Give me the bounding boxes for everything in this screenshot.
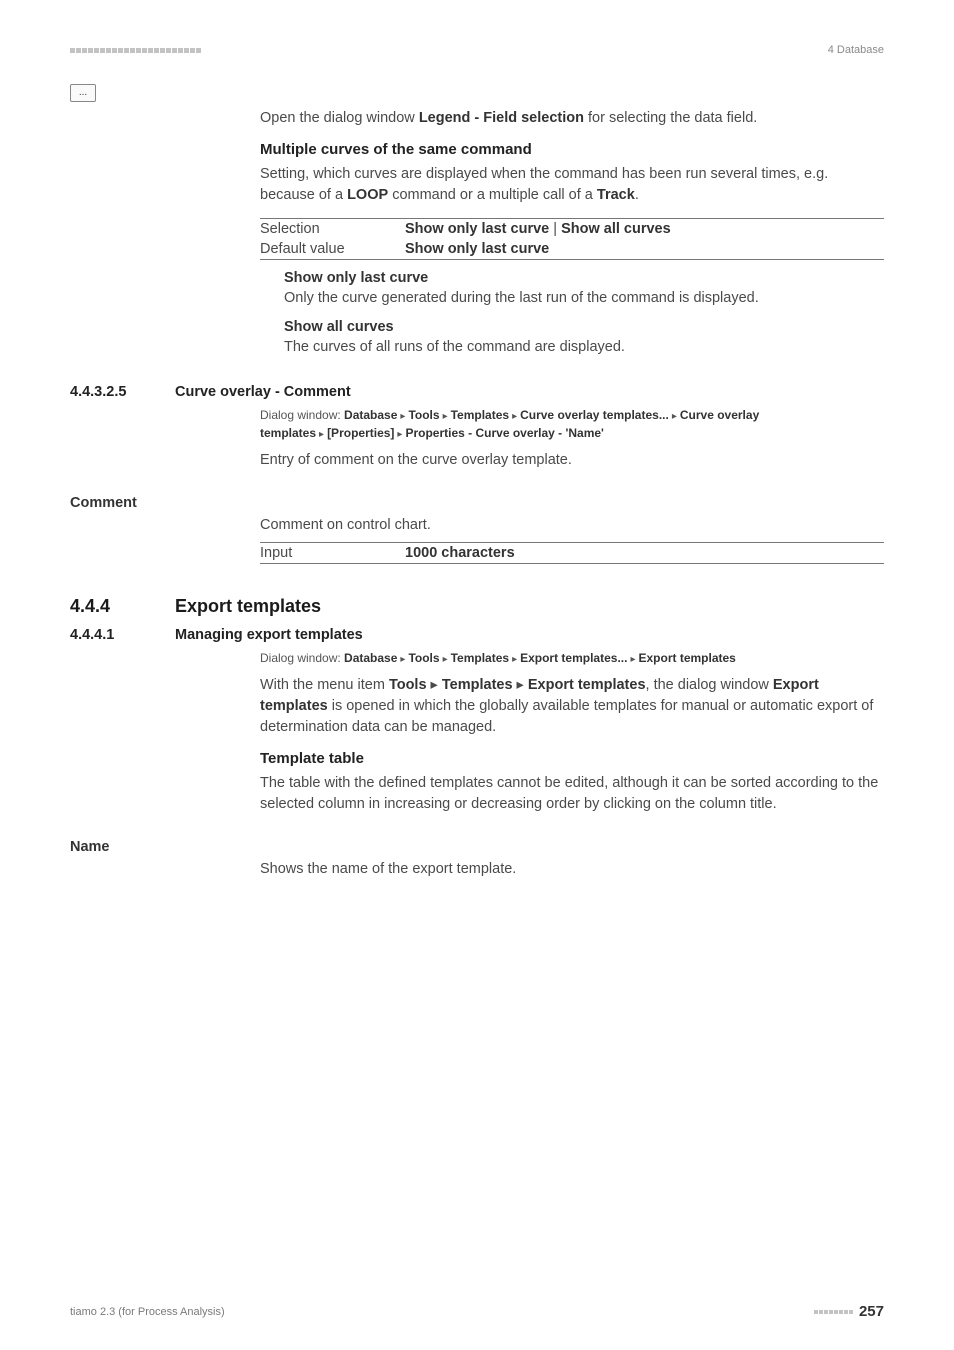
table-label: Default value: [260, 241, 405, 257]
term-body: The curves of all runs of the command ar…: [284, 337, 884, 358]
sec-4441-para2: The table with the defined templates can…: [260, 773, 884, 815]
breadcrumb-44325: Dialog window: Database▸Tools▸Templates▸…: [260, 406, 884, 442]
heading-template-table: Template table: [260, 750, 884, 767]
sec-44325-para: Entry of comment on the curve overlay te…: [260, 450, 884, 471]
table-value: 1000 characters: [405, 545, 884, 561]
heading-multiple-curves: Multiple curves of the same command: [260, 141, 884, 158]
field-select-button[interactable]: ...: [70, 84, 96, 102]
selection-table: Selection Show only last curve | Show al…: [260, 218, 884, 260]
section-44325: 4.4.3.2.5 Curve overlay - Comment: [70, 384, 884, 400]
section-444: 4.4.4 Export templates: [70, 596, 884, 617]
table-row: Default value Show only last curve: [260, 239, 884, 259]
sec-4441-para1: With the menu item Tools ▸ Templates ▸ E…: [260, 675, 884, 738]
table-label: Input: [260, 545, 405, 561]
multiple-curves-para: Setting, which curves are displayed when…: [260, 164, 884, 206]
name-label: Name: [70, 839, 884, 855]
header-chapter: 4 Database: [828, 44, 884, 56]
footer-right: 257: [814, 1303, 884, 1320]
section-title: Export templates: [175, 596, 321, 617]
table-label: Selection: [260, 221, 405, 237]
section-title: Curve overlay - Comment: [175, 384, 351, 400]
comment-label: Comment: [70, 495, 884, 511]
ellipsis-icon: ...: [79, 87, 87, 98]
page-number: 257: [859, 1303, 884, 1320]
table-value: Show only last curve: [405, 241, 884, 257]
term-show-all: Show all curves The curves of all runs o…: [284, 319, 884, 358]
page-footer: tiamo 2.3 (for Process Analysis) 257: [70, 1303, 884, 1320]
section-number: 4.4.4.1: [70, 627, 175, 643]
section-number: 4.4.3.2.5: [70, 384, 175, 400]
term-title: Show all curves: [284, 319, 884, 335]
open-dialog-para: Open the dialog window Legend - Field se…: [260, 108, 884, 129]
section-4441: 4.4.4.1 Managing export templates: [70, 627, 884, 643]
header-ornament-left: [70, 48, 201, 53]
table-row: Input 1000 characters: [260, 543, 884, 563]
table-row: Selection Show only last curve | Show al…: [260, 219, 884, 239]
term-show-last: Show only last curve Only the curve gene…: [284, 270, 884, 309]
term-title: Show only last curve: [284, 270, 884, 286]
comment-para: Comment on control chart.: [260, 515, 884, 536]
section-number: 4.4.4: [70, 596, 175, 617]
term-body: Only the curve generated during the last…: [284, 288, 884, 309]
table-value: Show only last curve | Show all curves: [405, 221, 884, 237]
page-header: 4 Database: [70, 44, 884, 56]
footer-left: tiamo 2.3 (for Process Analysis): [70, 1306, 225, 1318]
footer-ornament: [814, 1310, 853, 1314]
breadcrumb-4441: Dialog window: Database▸Tools▸Templates▸…: [260, 649, 884, 667]
section-title: Managing export templates: [175, 627, 363, 643]
input-table: Input 1000 characters: [260, 542, 884, 564]
name-para: Shows the name of the export template.: [260, 859, 884, 880]
